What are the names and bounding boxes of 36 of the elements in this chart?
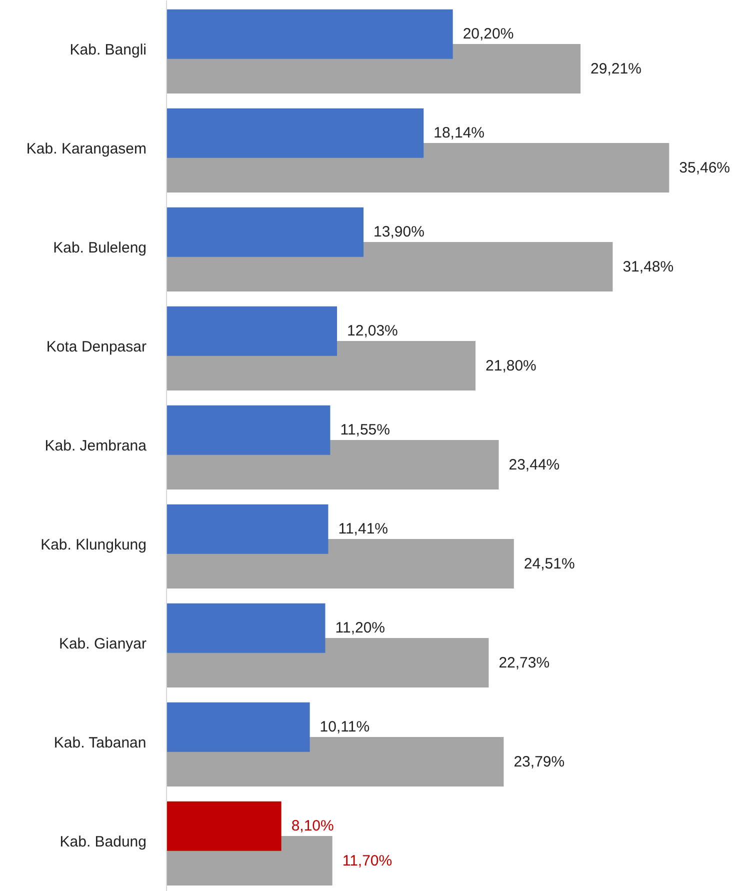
bar bbox=[166, 108, 424, 158]
y-tick-label: Kab. Buleleng bbox=[53, 240, 146, 256]
data-label: 35,46% bbox=[679, 159, 730, 176]
y-tick-label: Kab. Gianyar bbox=[58, 636, 147, 652]
y-tick-label: Kota Denpasar bbox=[46, 338, 147, 356]
bar bbox=[166, 504, 328, 554]
data-label: 11,41% bbox=[338, 520, 388, 538]
bar bbox=[166, 207, 364, 257]
y-tick-label: Kab. Tabanan bbox=[54, 734, 146, 752]
data-label: 24,51% bbox=[524, 555, 575, 572]
data-label: 23,44% bbox=[508, 456, 560, 474]
data-label: 11,55% bbox=[340, 422, 390, 439]
data-label: 31,48% bbox=[622, 258, 674, 276]
data-label: 13,90% bbox=[374, 224, 424, 241]
y-tick-label: Kab. Bangli bbox=[70, 42, 147, 58]
data-label: 20,20% bbox=[462, 26, 514, 43]
bar bbox=[166, 801, 282, 851]
data-label: 11,20% bbox=[335, 620, 386, 637]
data-label: 29,21% bbox=[590, 60, 642, 78]
y-tick-label: Kab. Klungkung bbox=[40, 536, 147, 554]
data-label: 8,10% bbox=[291, 818, 334, 835]
data-label: 10,11% bbox=[320, 718, 370, 736]
data-label: 18,14% bbox=[434, 124, 484, 142]
bar bbox=[166, 405, 330, 455]
bar bbox=[166, 702, 310, 752]
y-tick-label: Kab. Jembrana bbox=[44, 438, 148, 454]
data-label: 12,03% bbox=[347, 322, 398, 340]
data-label: 21,80% bbox=[486, 357, 536, 374]
y-tick-label: Kab. Badung bbox=[60, 834, 147, 850]
bar bbox=[166, 306, 338, 356]
data-label: 23,79% bbox=[514, 753, 565, 770]
y-tick-label: Kab. Karangasem bbox=[26, 140, 147, 158]
bar bbox=[166, 9, 453, 59]
data-label: 22,73% bbox=[498, 654, 550, 672]
data-label: 11,70% bbox=[342, 852, 392, 870]
bar bbox=[166, 603, 326, 653]
